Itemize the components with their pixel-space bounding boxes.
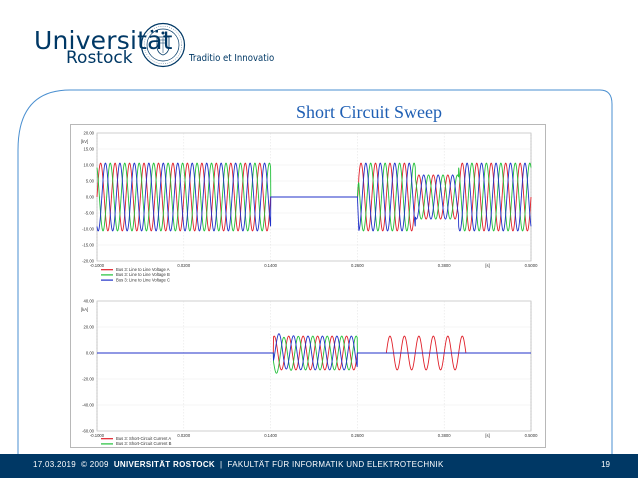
chart-0-ytick-label: 5.00 <box>86 179 95 184</box>
chart-0-ytick-label: 10.00 <box>84 163 95 168</box>
chart-0-xtick-label: -0.1000 <box>90 263 105 268</box>
footer-copyright: © 2009 <box>81 460 109 469</box>
chart-0-xlabel: [s] <box>485 263 489 268</box>
chart-0-ytick-label: -20.00 <box>82 259 95 264</box>
chart-0-xtick-label: 0.2600 <box>351 263 364 268</box>
university-seal-icon <box>140 22 186 68</box>
chart-0-xtick-label: 0.5000 <box>525 263 538 268</box>
logo-text-rostock: Rostock <box>66 48 133 68</box>
footer-faculty: FAKULTÄT FÜR INFORMATIK UND ELEKTROTECHN… <box>227 460 444 469</box>
logo-motto: Traditio et Innovatio <box>189 53 275 64</box>
chart-1-ytick-label: -60.00 <box>82 429 95 434</box>
chart-1-ytick-label: -40.00 <box>82 403 95 408</box>
chart-1-xtick-label: 0.0200 <box>177 433 190 438</box>
chart-0-ytick-label: -5.00 <box>84 211 94 216</box>
chart-1-xlabel: [s] <box>485 433 489 438</box>
chart-0-ytick-label: 15.00 <box>84 147 95 152</box>
chart-1-series-line-2 <box>97 333 531 371</box>
chart-0-ytick-label: -10.00 <box>82 227 95 232</box>
chart-1-ytick-label: 0.00 <box>86 351 95 356</box>
chart-1-unit-label: [kA] <box>81 307 88 312</box>
chart-1-xtick-label: 0.1400 <box>264 433 277 438</box>
chart-1-xtick-label: 0.2600 <box>351 433 364 438</box>
chart-0-xtick-label: 0.1400 <box>264 263 277 268</box>
chart-1-ytick-label: -20.00 <box>82 377 95 382</box>
chart-0-xtick-label: 0.3800 <box>438 263 451 268</box>
chart-0-series-line-2 <box>96 162 532 232</box>
footer-bar <box>0 454 638 478</box>
chart-0-legend-label-1: Bus 3: Line to Line Voltage B <box>116 272 170 277</box>
chart-1-xtick-label: 0.5000 <box>525 433 538 438</box>
chart-0-unit-label: [kV] <box>81 139 88 144</box>
chart-1-legend-label-2: Bus 3: Short-Circuit Current C <box>116 446 172 447</box>
footer-university: UNIVERSITÄT ROSTOCK <box>113 460 215 469</box>
chart-0-ytick-label: 20.00 <box>84 131 95 136</box>
page-number: 19 <box>601 460 610 469</box>
footer-text: 17.03.2019 © 2009 UNIVERSITÄT ROSTOCK | … <box>33 460 444 469</box>
chart-0-ytick-label: -15.00 <box>82 243 95 248</box>
footer-separator: | <box>220 460 223 469</box>
chart-1-legend-label-1: Bus 3: Short-Circuit Current B <box>116 441 172 446</box>
slide-title: Short Circuit Sweep <box>296 102 442 122</box>
chart-1-xtick-label: -0.1000 <box>90 433 105 438</box>
chart-0-ytick-label: 0.00 <box>86 195 95 200</box>
chart-0-legend-label-0: Bus 3: Line to Line Voltage A <box>116 267 170 272</box>
chart-1-ytick-label: 40.00 <box>84 299 95 304</box>
chart-1-legend-label-0: Bus 3: Short-Circuit Current A <box>116 436 171 441</box>
chart-0-legend-label-2: Bus 3: Line to Line Voltage C <box>116 277 170 282</box>
chart-1-ytick-label: 20.00 <box>84 325 95 330</box>
chart-1-xtick-label: 0.3800 <box>438 433 451 438</box>
simulation-plot-panel: 20.00 15.00 10.00 5.00 0.00 -5.00 -10.00 -15.00… <box>70 124 546 448</box>
simulation-plot: 20.00 15.00 10.00 5.00 0.00 -5.00 -10.00 -15.00… <box>81 131 538 448</box>
chart-0-xtick-label: 0.0200 <box>177 263 190 268</box>
footer-date: 17.03.2019 <box>33 460 77 469</box>
